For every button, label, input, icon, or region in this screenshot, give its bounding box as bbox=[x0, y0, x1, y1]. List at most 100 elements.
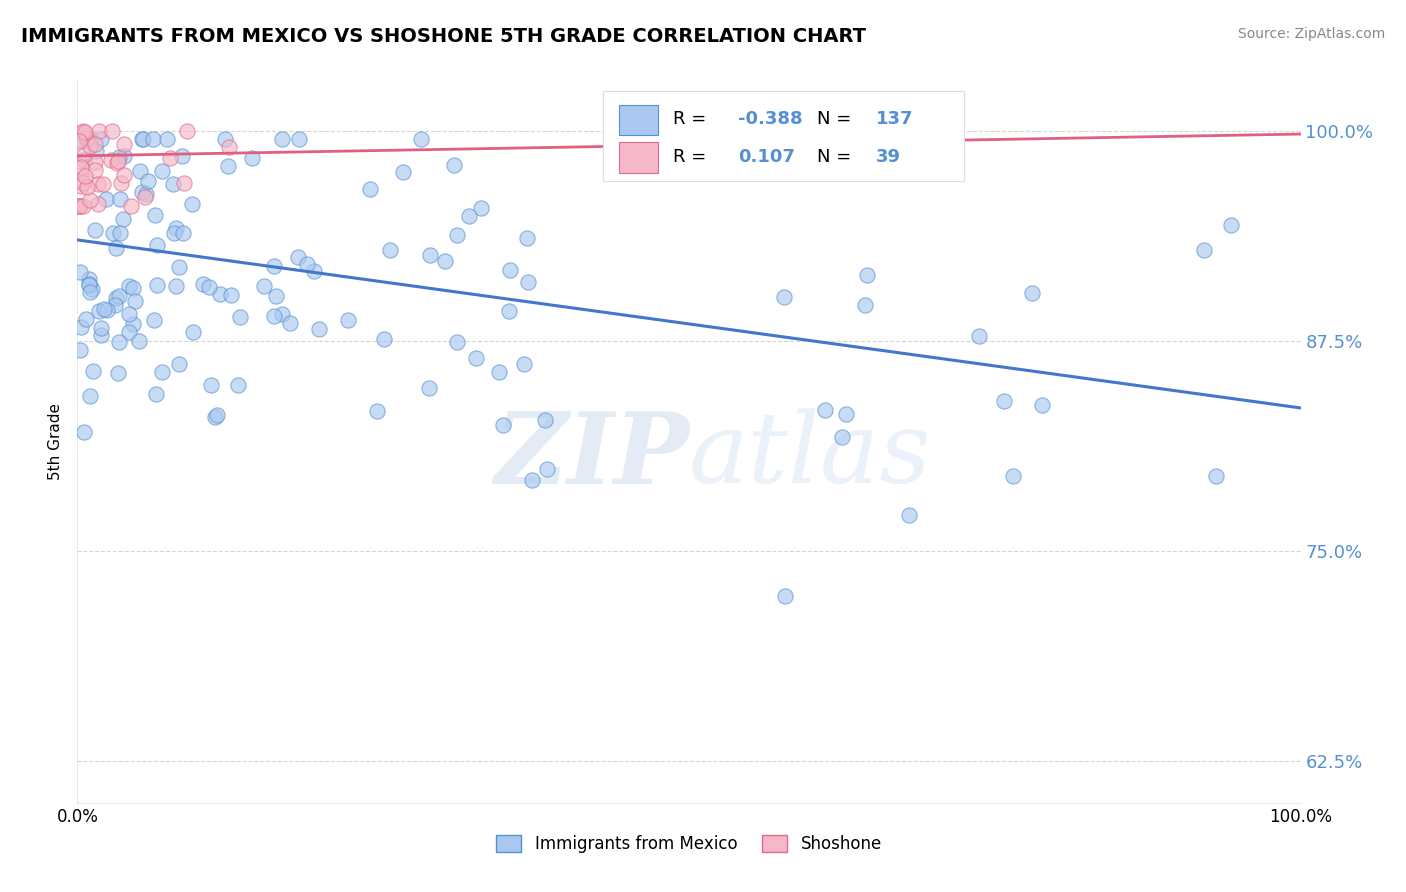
Point bbox=[138, 174, 160, 188]
Point bbox=[270, 307, 292, 321]
Point bbox=[520, 473, 543, 487]
Point bbox=[302, 264, 325, 278]
Point bbox=[75, 311, 97, 326]
Point bbox=[69, 132, 91, 146]
FancyBboxPatch shape bbox=[619, 143, 658, 173]
Point bbox=[938, 132, 960, 146]
Point bbox=[498, 303, 520, 318]
Point bbox=[111, 212, 134, 227]
Point bbox=[465, 351, 488, 365]
Point bbox=[107, 156, 129, 170]
Point bbox=[90, 327, 112, 342]
Point bbox=[143, 208, 166, 222]
Point bbox=[112, 137, 135, 152]
Point bbox=[80, 132, 103, 146]
Point bbox=[380, 243, 402, 257]
Point bbox=[73, 153, 96, 168]
Point bbox=[145, 387, 167, 401]
Point bbox=[1219, 218, 1241, 232]
Point bbox=[499, 263, 522, 277]
Point bbox=[131, 185, 153, 199]
Point bbox=[773, 290, 796, 304]
Point bbox=[72, 425, 94, 439]
Point bbox=[446, 334, 468, 349]
Point bbox=[470, 201, 492, 215]
Point bbox=[120, 199, 142, 213]
Point bbox=[287, 132, 309, 146]
Point bbox=[67, 199, 90, 213]
Point bbox=[834, 407, 856, 421]
Point bbox=[96, 193, 118, 207]
Point bbox=[104, 297, 127, 311]
Point bbox=[534, 413, 557, 427]
Point bbox=[110, 176, 132, 190]
Point bbox=[121, 317, 143, 331]
Point bbox=[87, 197, 110, 211]
Point bbox=[118, 307, 141, 321]
Point bbox=[101, 124, 124, 138]
Text: N =: N = bbox=[817, 148, 858, 166]
Point bbox=[89, 321, 111, 335]
Point bbox=[76, 180, 98, 194]
Text: -0.388: -0.388 bbox=[738, 111, 803, 128]
Point bbox=[69, 265, 91, 279]
Point bbox=[180, 197, 202, 211]
Point bbox=[131, 132, 153, 146]
Point bbox=[209, 286, 232, 301]
Point bbox=[167, 357, 190, 371]
Point bbox=[150, 164, 173, 178]
Point bbox=[93, 301, 115, 316]
Point bbox=[69, 343, 91, 358]
Point bbox=[165, 279, 187, 293]
Point bbox=[167, 260, 190, 274]
Point bbox=[108, 335, 131, 350]
Legend: Immigrants from Mexico, Shoshone: Immigrants from Mexico, Shoshone bbox=[489, 828, 889, 860]
Point bbox=[516, 275, 538, 289]
Text: 0.107: 0.107 bbox=[738, 148, 794, 166]
Point bbox=[443, 158, 465, 172]
Point bbox=[83, 163, 105, 178]
Point bbox=[457, 209, 479, 223]
Point bbox=[100, 153, 122, 168]
Point bbox=[76, 132, 98, 146]
Point bbox=[392, 164, 415, 178]
Point bbox=[536, 462, 558, 476]
Point bbox=[181, 325, 204, 339]
Point bbox=[170, 149, 193, 163]
Point bbox=[84, 144, 107, 158]
Point bbox=[856, 268, 879, 282]
Point bbox=[107, 153, 129, 168]
Point bbox=[90, 132, 112, 146]
Point bbox=[135, 187, 157, 202]
Point bbox=[650, 132, 672, 146]
Point bbox=[83, 223, 105, 237]
Point bbox=[253, 279, 276, 293]
Text: Source: ZipAtlas.com: Source: ZipAtlas.com bbox=[1237, 27, 1385, 41]
Point bbox=[516, 231, 538, 245]
Point bbox=[191, 277, 214, 291]
Point bbox=[72, 124, 94, 138]
Point bbox=[79, 193, 101, 207]
Point bbox=[270, 132, 292, 146]
Text: R =: R = bbox=[673, 148, 711, 166]
Point bbox=[101, 227, 124, 241]
Point bbox=[176, 124, 198, 138]
Point bbox=[366, 404, 388, 418]
Point bbox=[263, 309, 285, 323]
Point bbox=[1192, 243, 1215, 257]
Point bbox=[264, 289, 287, 303]
Point bbox=[217, 159, 239, 173]
Point bbox=[70, 160, 93, 174]
Point bbox=[79, 390, 101, 404]
Point bbox=[124, 293, 146, 308]
Point bbox=[112, 168, 135, 182]
Point bbox=[337, 313, 360, 327]
Point bbox=[146, 237, 169, 252]
Point bbox=[77, 278, 100, 293]
Point bbox=[75, 169, 97, 183]
Y-axis label: 5th Grade: 5th Grade bbox=[48, 403, 63, 480]
FancyBboxPatch shape bbox=[619, 105, 658, 136]
Point bbox=[162, 226, 184, 240]
Text: N =: N = bbox=[817, 111, 858, 128]
Point bbox=[128, 334, 150, 348]
